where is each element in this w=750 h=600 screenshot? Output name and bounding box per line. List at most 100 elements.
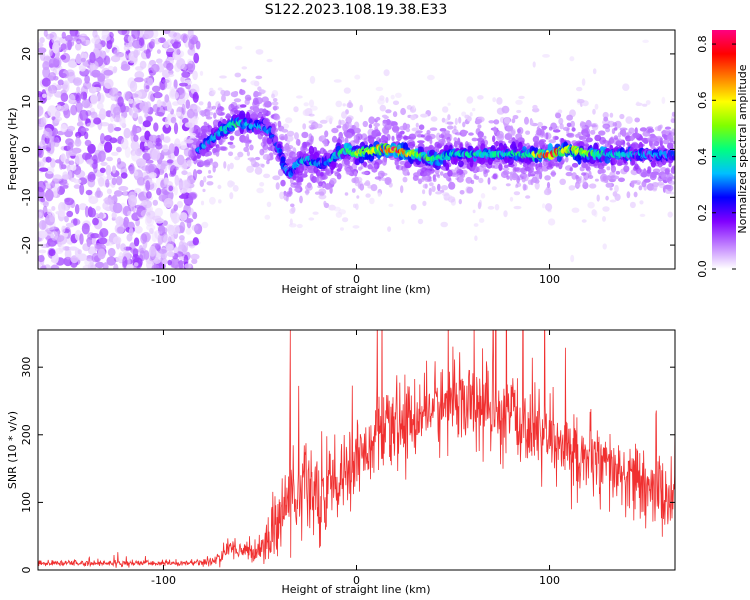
snr-x-tick-label: 0	[353, 574, 360, 587]
spectrogram-halo-blob	[438, 139, 446, 144]
spectrogram-noise-blob	[168, 143, 175, 154]
spectrogram-halo-blob	[345, 168, 351, 175]
spectrogram-noise-blob	[110, 95, 117, 101]
colorbar-tick-label: 0.4	[696, 148, 709, 166]
spectrogram-halo-blob	[652, 171, 659, 176]
spectrogram-halo-blob	[256, 187, 264, 194]
spectrogram-noise-blob	[45, 33, 55, 40]
spectrogram-y-ticks: -20 -10 0 10 20	[20, 47, 675, 254]
spectrogram-noise-blob	[43, 30, 48, 37]
spectrogram-halo-blob	[410, 114, 416, 121]
spectrogram-halo-blob	[279, 191, 285, 200]
spectrogram-noise-blob	[171, 41, 182, 49]
spectrogram-noise-blob	[74, 204, 80, 215]
spectrogram-noise-blob	[169, 91, 180, 100]
spectrogram-ridge-blob	[298, 164, 304, 174]
spectrogram-halo-blob	[232, 185, 239, 192]
spectrogram-halo-blob	[206, 158, 213, 163]
spectrogram-halo-blob	[312, 211, 319, 215]
spectrogram-noise-blob	[138, 115, 143, 125]
spectrogram-halo-blob	[503, 210, 508, 218]
spectrogram-noise-blob	[73, 184, 81, 189]
spectrogram-halo-blob	[382, 120, 388, 127]
spectrogram-noise-blob	[94, 190, 104, 198]
spectrogram-halo-blob	[293, 106, 299, 113]
spectrogram-noise-blob	[165, 47, 175, 52]
snr-x-axis-label: Height of straight line (km)	[281, 583, 430, 596]
spectrogram-halo-blob	[477, 95, 484, 100]
spectrogram-halo-blob	[202, 188, 206, 193]
spectrogram-noise-blob	[176, 143, 182, 149]
spectrogram-noise-blob	[129, 80, 138, 93]
spectrogram-noise-blob	[179, 82, 188, 87]
spectrogram-halo-blob	[639, 200, 644, 205]
spectrogram-halo-blob	[667, 142, 674, 150]
spectrogram-halo-blob	[516, 128, 521, 134]
spectrogram-noise-blob	[91, 37, 100, 45]
spectrogram-noise-blob	[126, 264, 134, 269]
spectrogram-noise-blob	[67, 141, 74, 152]
spectrogram-noise-blob	[54, 110, 61, 119]
spectrogram-noise-blob	[140, 233, 148, 245]
snr-y-axis-label: SNR (10 * v/v)	[6, 411, 19, 489]
spectrogram-halo-blob	[420, 113, 428, 118]
spectrogram-halo-blob	[609, 187, 613, 191]
spectrogram-noise-blob	[191, 224, 199, 231]
spectrogram-noise-blob	[176, 200, 184, 209]
spectrogram-halo-blob	[668, 162, 672, 168]
spectrogram-noise-blob	[189, 132, 197, 138]
spectrogram-halo-blob	[456, 172, 460, 178]
spectrogram-noise-blob	[95, 261, 105, 269]
spectrogram-halo-blob	[670, 167, 675, 174]
spectrogram-noise-blob	[151, 264, 160, 269]
spectrogram-noise-blob	[166, 159, 174, 164]
spectrogram-noise-blob	[120, 138, 129, 150]
spectrogram-noise-blob	[190, 36, 197, 45]
spectrogram-halo-blob	[341, 111, 347, 119]
colorbar: 0.0 0.2 0.4 0.6 0.8 Normalized spectral ampl…	[696, 30, 749, 278]
spectrogram-halo-blob	[539, 171, 543, 180]
spectrogram-halo-blob	[609, 171, 616, 179]
spectrogram-halo-blob	[632, 132, 641, 139]
spectrogram-noise-blob	[51, 82, 58, 91]
spectrogram-noise-blob	[62, 174, 70, 180]
spectrogram-halo-blob	[266, 160, 270, 165]
spectrogram-halo-blob	[458, 116, 462, 124]
spectrogram-halo-blob	[404, 161, 412, 169]
spectrogram-halo-blob	[199, 110, 205, 116]
spectrogram-halo-blob	[199, 179, 204, 188]
spectrogram-halo-blob	[298, 182, 303, 186]
spectrogram-halo-blob	[406, 136, 414, 140]
spectrogram-noise-blob	[109, 111, 115, 123]
spectrogram-noise-blob	[45, 166, 55, 175]
spectrogram-halo-blob	[341, 158, 348, 167]
spectrogram-halo-blob	[340, 227, 344, 231]
spectrogram-halo-blob	[589, 183, 597, 189]
spectrogram-halo-blob	[516, 109, 522, 114]
spectrogram-halo-blob	[646, 183, 655, 191]
spectrogram-halo-blob	[634, 163, 639, 170]
spectrogram-noise-blob	[50, 264, 60, 269]
spectrogram-halo-blob	[267, 146, 272, 151]
spectrogram-halo-blob	[444, 194, 453, 200]
spectrogram-noise-blob	[51, 36, 62, 45]
spectrogram-halo-blob	[427, 74, 435, 81]
spectrogram-halo-blob	[257, 86, 262, 91]
spectrogram-noise-blob	[77, 253, 88, 261]
spectrogram-halo-blob	[625, 116, 633, 124]
spectrogram-noise-blob	[73, 179, 82, 184]
spectrogram-noise-blob	[61, 31, 66, 39]
spectrogram-noise-blob	[79, 183, 85, 196]
spectrogram-noise-blob	[168, 31, 178, 38]
spectrogram-halo-blob	[365, 193, 371, 198]
spectrogram-halo-blob	[255, 75, 263, 80]
spectrogram-halo-blob	[637, 182, 641, 186]
spectrogram-halo-blob	[246, 151, 250, 157]
spectrogram-y-tick-label: -10	[20, 188, 33, 206]
spectrogram-halo-blob	[581, 78, 586, 86]
spectrogram-halo-blob	[455, 177, 460, 181]
spectrogram-noise-blob	[151, 231, 158, 243]
spectrogram-noise-blob	[109, 137, 118, 144]
spectrogram-noise-blob	[127, 210, 132, 217]
spectrogram-halo-blob	[371, 166, 378, 173]
